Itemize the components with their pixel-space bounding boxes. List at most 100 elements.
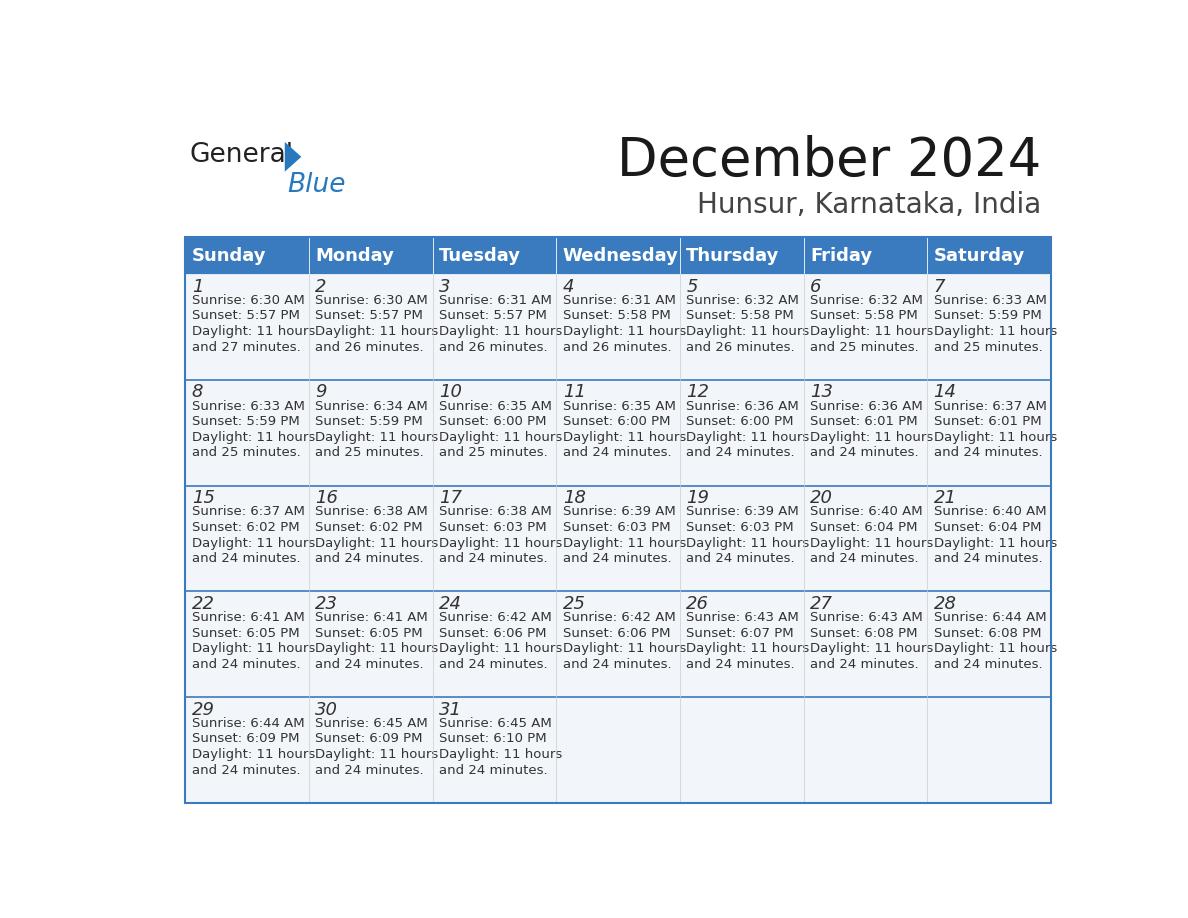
Text: Sunset: 5:57 PM: Sunset: 5:57 PM [440, 309, 546, 322]
Text: 18: 18 [563, 489, 586, 507]
Text: Blue: Blue [287, 172, 346, 197]
Text: 30: 30 [315, 700, 339, 719]
Text: Sunset: 5:59 PM: Sunset: 5:59 PM [315, 415, 423, 428]
Text: and 24 minutes.: and 24 minutes. [440, 552, 548, 565]
Text: Sunrise: 6:45 AM: Sunrise: 6:45 AM [440, 717, 551, 730]
Text: Sunrise: 6:42 AM: Sunrise: 6:42 AM [440, 611, 551, 624]
Text: Sunset: 6:04 PM: Sunset: 6:04 PM [810, 521, 917, 534]
Text: and 24 minutes.: and 24 minutes. [315, 658, 424, 671]
Text: Daylight: 11 hours: Daylight: 11 hours [315, 748, 438, 761]
Bar [309, 238, 432, 274]
Text: 20: 20 [810, 489, 833, 507]
Text: Saturday: Saturday [934, 247, 1025, 264]
Text: and 26 minutes.: and 26 minutes. [315, 341, 424, 353]
Text: 27: 27 [810, 595, 833, 613]
Text: Sunset: 6:06 PM: Sunset: 6:06 PM [440, 627, 546, 640]
Bar [927, 697, 1051, 803]
Text: Sunset: 6:09 PM: Sunset: 6:09 PM [315, 733, 423, 745]
Text: and 25 minutes.: and 25 minutes. [934, 341, 1042, 353]
Text: Sunrise: 6:39 AM: Sunrise: 6:39 AM [687, 506, 800, 519]
Text: Sunset: 6:06 PM: Sunset: 6:06 PM [563, 627, 670, 640]
Text: Sunrise: 6:36 AM: Sunrise: 6:36 AM [687, 399, 800, 413]
Text: and 24 minutes.: and 24 minutes. [810, 446, 918, 459]
Text: 13: 13 [810, 384, 833, 401]
Text: Daylight: 11 hours: Daylight: 11 hours [563, 431, 685, 443]
Text: 9: 9 [315, 384, 327, 401]
Text: Sunrise: 6:40 AM: Sunrise: 6:40 AM [934, 506, 1047, 519]
Text: Sunday: Sunday [191, 247, 266, 264]
Text: Daylight: 11 hours: Daylight: 11 hours [934, 431, 1057, 443]
Text: Sunrise: 6:40 AM: Sunrise: 6:40 AM [810, 506, 923, 519]
Text: Sunset: 5:58 PM: Sunset: 5:58 PM [563, 309, 670, 322]
Text: Sunset: 6:09 PM: Sunset: 6:09 PM [191, 733, 299, 745]
Text: and 24 minutes.: and 24 minutes. [810, 552, 918, 565]
Bar [556, 591, 680, 697]
Bar [185, 486, 309, 591]
Bar [927, 591, 1051, 697]
Bar [680, 274, 803, 380]
Text: Daylight: 11 hours: Daylight: 11 hours [191, 643, 315, 655]
Text: Sunset: 6:01 PM: Sunset: 6:01 PM [934, 415, 1041, 428]
Text: Sunset: 6:00 PM: Sunset: 6:00 PM [440, 415, 546, 428]
Text: Daylight: 11 hours: Daylight: 11 hours [440, 536, 562, 550]
Text: and 27 minutes.: and 27 minutes. [191, 341, 301, 353]
Text: 8: 8 [191, 384, 203, 401]
Text: Daylight: 11 hours: Daylight: 11 hours [315, 325, 438, 338]
Bar [803, 486, 927, 591]
Text: Daylight: 11 hours: Daylight: 11 hours [934, 536, 1057, 550]
Text: Sunrise: 6:37 AM: Sunrise: 6:37 AM [934, 399, 1047, 413]
Text: Sunrise: 6:35 AM: Sunrise: 6:35 AM [440, 399, 552, 413]
Bar [927, 486, 1051, 591]
Text: and 24 minutes.: and 24 minutes. [315, 552, 424, 565]
Bar [680, 380, 803, 486]
Text: Sunrise: 6:38 AM: Sunrise: 6:38 AM [315, 506, 428, 519]
Text: Sunset: 5:57 PM: Sunset: 5:57 PM [315, 309, 423, 322]
Text: Daylight: 11 hours: Daylight: 11 hours [810, 325, 934, 338]
Text: Sunset: 6:05 PM: Sunset: 6:05 PM [315, 627, 423, 640]
Text: and 24 minutes.: and 24 minutes. [440, 658, 548, 671]
Text: and 25 minutes.: and 25 minutes. [810, 341, 918, 353]
Text: 17: 17 [440, 489, 462, 507]
Text: Sunset: 6:03 PM: Sunset: 6:03 PM [563, 521, 670, 534]
Bar [432, 380, 556, 486]
Bar [680, 591, 803, 697]
Text: Sunrise: 6:43 AM: Sunrise: 6:43 AM [810, 611, 923, 624]
Text: Sunset: 6:07 PM: Sunset: 6:07 PM [687, 627, 794, 640]
Text: 15: 15 [191, 489, 215, 507]
Text: 11: 11 [563, 384, 586, 401]
Bar [556, 380, 680, 486]
Text: 12: 12 [687, 384, 709, 401]
Text: Sunset: 5:57 PM: Sunset: 5:57 PM [191, 309, 299, 322]
Text: Monday: Monday [315, 247, 394, 264]
Text: Sunrise: 6:38 AM: Sunrise: 6:38 AM [440, 506, 551, 519]
Bar [556, 238, 680, 274]
Text: Daylight: 11 hours: Daylight: 11 hours [687, 325, 809, 338]
Text: Sunrise: 6:32 AM: Sunrise: 6:32 AM [810, 294, 923, 307]
Text: Sunset: 6:02 PM: Sunset: 6:02 PM [191, 521, 299, 534]
Text: Daylight: 11 hours: Daylight: 11 hours [687, 431, 809, 443]
Bar [556, 697, 680, 803]
Text: Sunrise: 6:41 AM: Sunrise: 6:41 AM [191, 611, 304, 624]
Bar [309, 697, 432, 803]
Text: Sunrise: 6:39 AM: Sunrise: 6:39 AM [563, 506, 676, 519]
Text: and 24 minutes.: and 24 minutes. [191, 658, 301, 671]
Bar [927, 274, 1051, 380]
Text: Thursday: Thursday [687, 247, 779, 264]
Text: 26: 26 [687, 595, 709, 613]
Text: and 24 minutes.: and 24 minutes. [934, 446, 1042, 459]
Bar [803, 380, 927, 486]
Text: Daylight: 11 hours: Daylight: 11 hours [687, 536, 809, 550]
Bar [680, 486, 803, 591]
Text: 1: 1 [191, 277, 203, 296]
Text: Daylight: 11 hours: Daylight: 11 hours [315, 431, 438, 443]
Text: and 24 minutes.: and 24 minutes. [687, 446, 795, 459]
Text: and 24 minutes.: and 24 minutes. [191, 764, 301, 777]
Text: Sunrise: 6:42 AM: Sunrise: 6:42 AM [563, 611, 676, 624]
Text: 4: 4 [563, 277, 574, 296]
Text: and 26 minutes.: and 26 minutes. [563, 341, 671, 353]
Text: Hunsur, Karnataka, India: Hunsur, Karnataka, India [697, 192, 1042, 219]
Text: Sunrise: 6:36 AM: Sunrise: 6:36 AM [810, 399, 923, 413]
Text: and 24 minutes.: and 24 minutes. [563, 446, 671, 459]
Text: and 24 minutes.: and 24 minutes. [934, 552, 1042, 565]
Text: Sunrise: 6:31 AM: Sunrise: 6:31 AM [563, 294, 676, 307]
